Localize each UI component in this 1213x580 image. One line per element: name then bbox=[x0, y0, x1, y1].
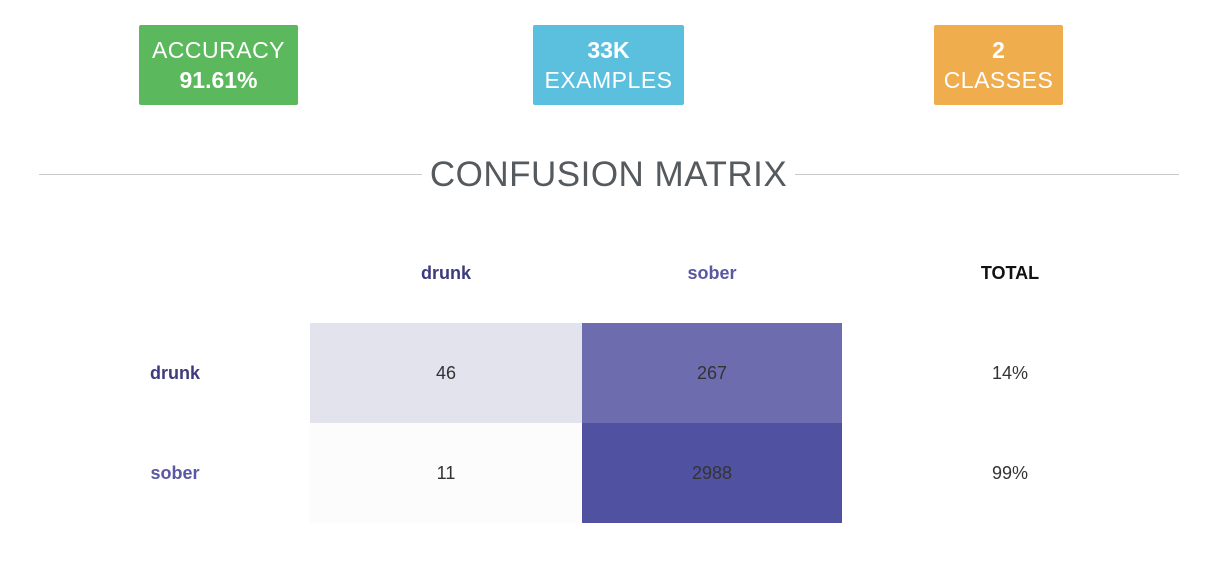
matrix-cell-sober-drunk: 11 bbox=[310, 423, 582, 523]
examples-label: EXAMPLES bbox=[544, 67, 673, 93]
classes-value: 2 bbox=[992, 37, 1005, 63]
title-divider-left bbox=[39, 174, 422, 175]
classes-label: CLASSES bbox=[943, 67, 1054, 93]
examples-value: 33K bbox=[587, 37, 630, 63]
classes-stat-box: 2 CLASSES bbox=[934, 25, 1063, 105]
column-header-total: TOTAL bbox=[980, 263, 1040, 283]
column-header-drunk: drunk bbox=[420, 263, 471, 283]
matrix-cell-drunk-drunk: 46 bbox=[310, 323, 582, 423]
matrix-cell-drunk-sober: 267 bbox=[582, 323, 842, 423]
row-total-sober: 99% bbox=[991, 463, 1029, 483]
column-header-sober: sober bbox=[687, 263, 737, 283]
row-header-sober: sober bbox=[150, 463, 200, 483]
accuracy-stat-box: ACCURACY 91.61% bbox=[139, 25, 298, 105]
confusion-matrix-title: CONFUSION MATRIX bbox=[429, 155, 788, 194]
title-divider-right bbox=[795, 174, 1179, 175]
accuracy-value: 91.61% bbox=[179, 67, 258, 93]
row-header-drunk: drunk bbox=[149, 363, 200, 383]
accuracy-label: ACCURACY bbox=[151, 37, 286, 63]
examples-stat-box: 33K EXAMPLES bbox=[533, 25, 684, 105]
row-total-drunk: 14% bbox=[991, 363, 1029, 383]
matrix-cell-sober-sober: 2988 bbox=[582, 423, 842, 523]
